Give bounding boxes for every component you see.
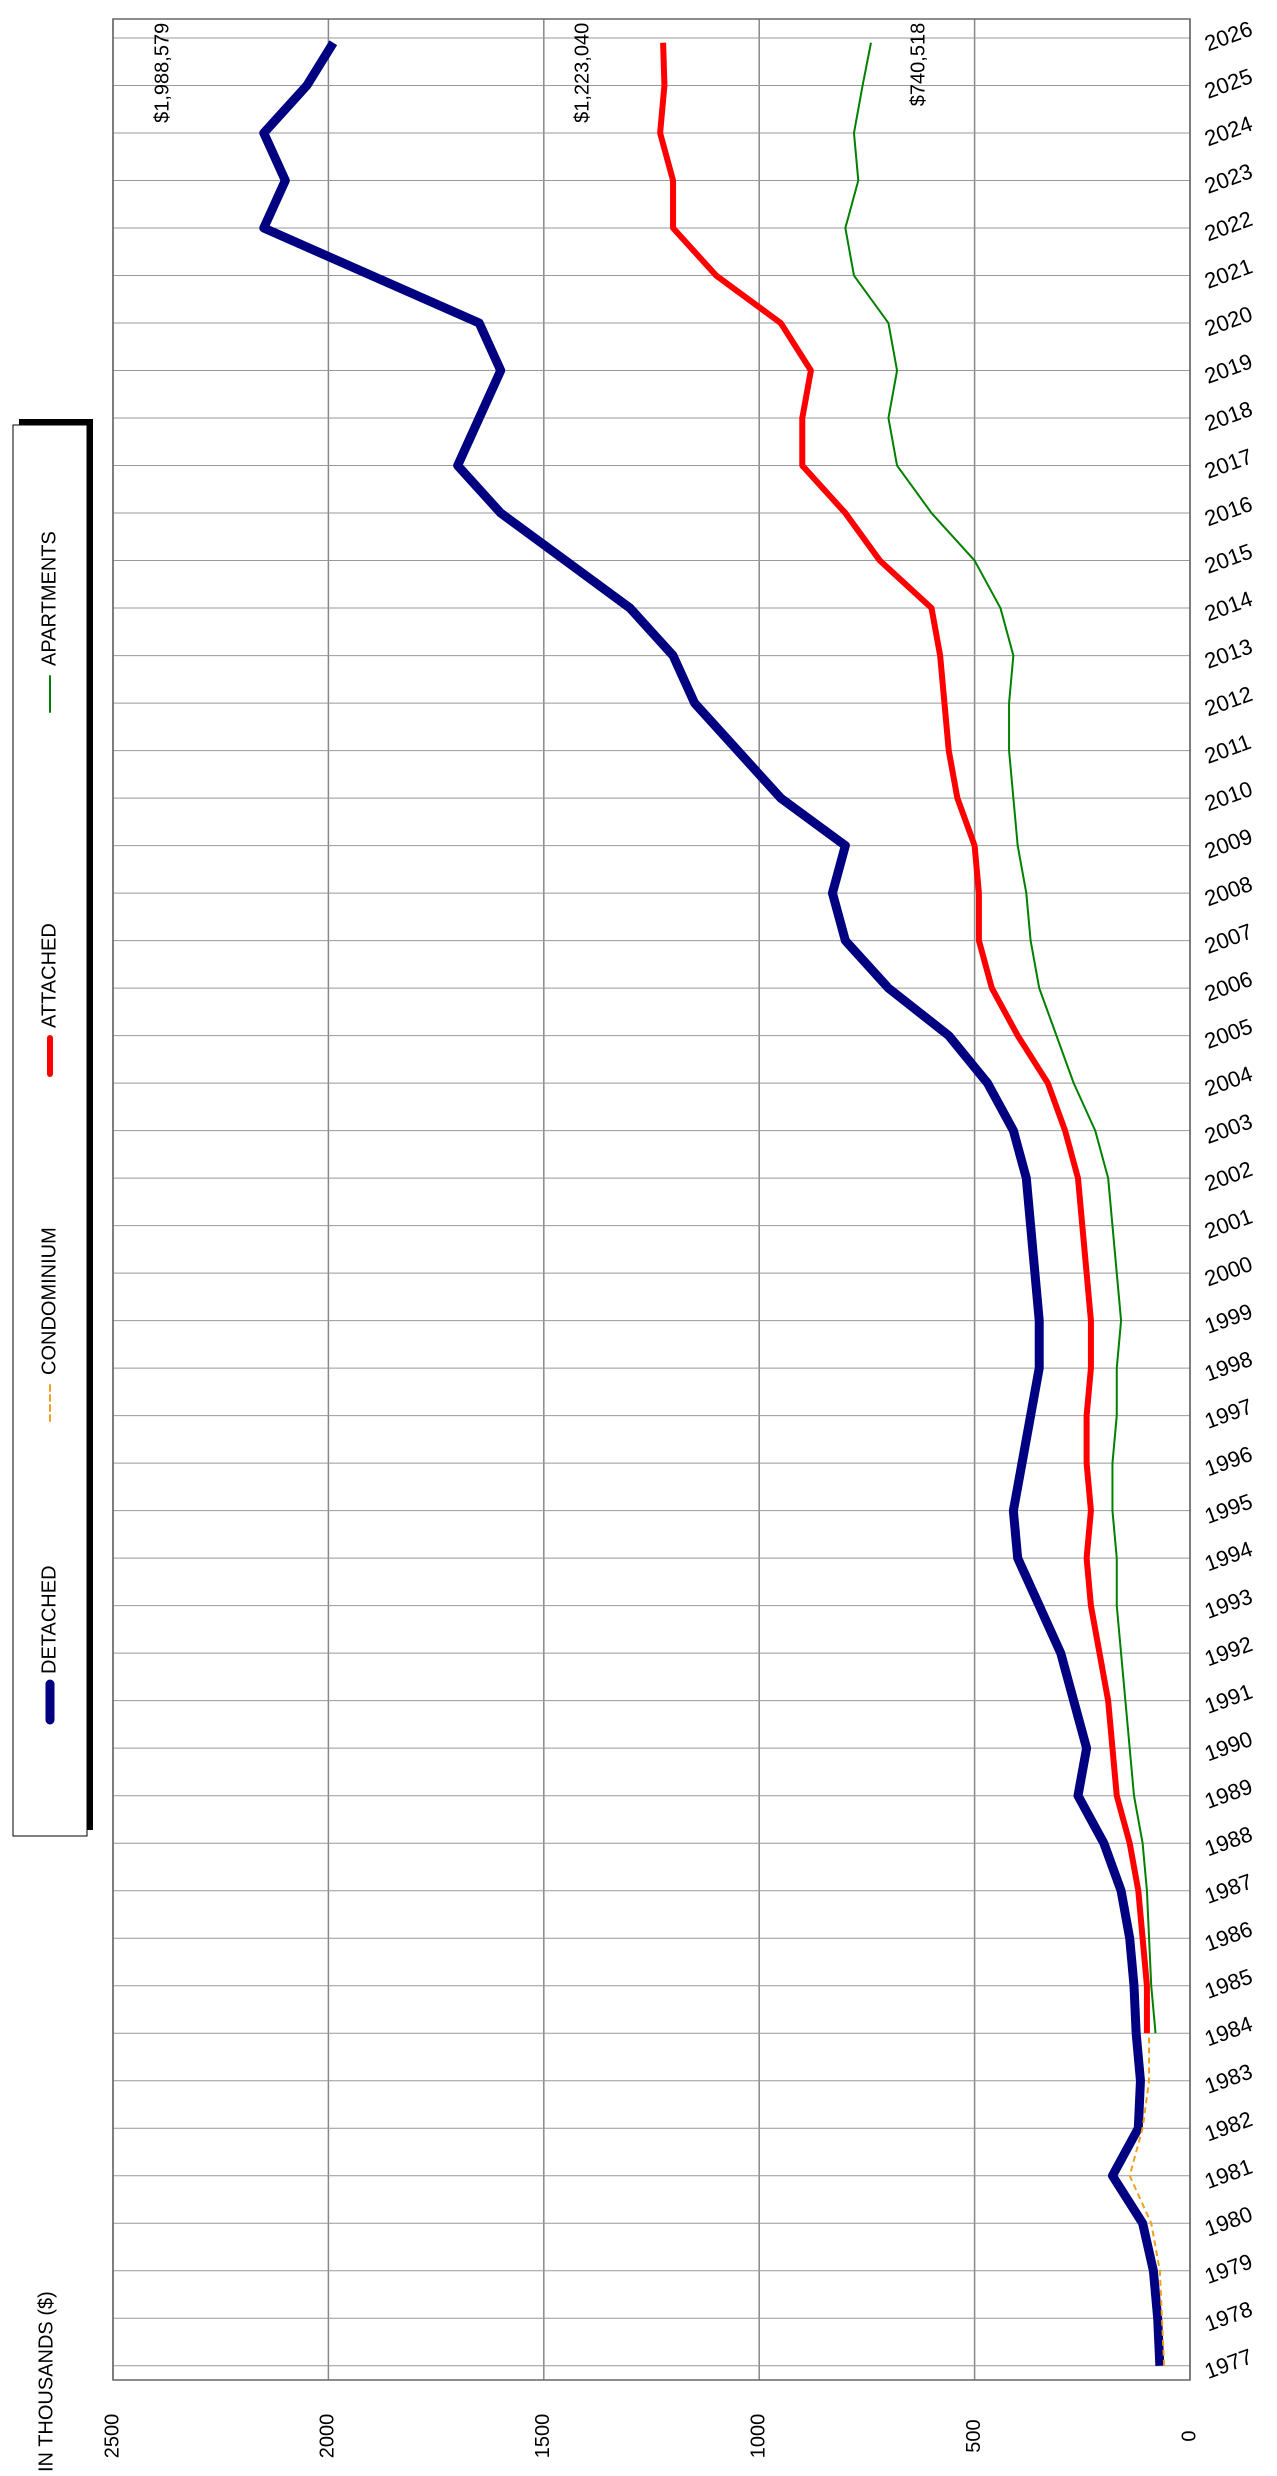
legend-box — [12, 424, 88, 1837]
series-line — [844, 42, 1157, 2034]
x-tick-label: 1985 — [1201, 1964, 1256, 2004]
x-tick-label: 2000 — [1201, 1251, 1256, 1291]
x-tick-label: 1995 — [1201, 1489, 1256, 1529]
x-tick-label: 2012 — [1201, 681, 1256, 721]
x-tick-label: 1979 — [1201, 2249, 1256, 2289]
x-tick-label: 2024 — [1201, 111, 1256, 151]
x-tick-label: 2001 — [1201, 1204, 1256, 1244]
x-tick-label: 1997 — [1201, 1394, 1256, 1434]
x-tick-label: 2013 — [1201, 633, 1256, 673]
x-tick-label: 2011 — [1201, 729, 1254, 769]
legend-label: CONDOMINIUM — [38, 1227, 60, 1375]
y-tick-label: 2000 — [317, 2414, 339, 2459]
value-label: $740,518 — [907, 23, 929, 106]
legend-label: DETACHED — [38, 1565, 60, 1674]
x-tick-label: 1978 — [1201, 2296, 1256, 2336]
value-label: $1,223,040 — [571, 23, 593, 123]
series-line — [1128, 2033, 1166, 2366]
series-line — [657, 42, 1150, 2034]
y-tick-label: 0 — [1178, 2430, 1200, 2441]
x-tick-label: 1988 — [1201, 1821, 1256, 1861]
x-tick-label: 1986 — [1201, 1916, 1256, 1956]
x-tick-label: 2010 — [1201, 776, 1256, 816]
x-tick-label: 2009 — [1201, 824, 1256, 864]
x-tick-label: 2006 — [1201, 966, 1256, 1006]
x-tick-label: 1999 — [1201, 1299, 1256, 1339]
x-tick-label: 2023 — [1201, 158, 1256, 198]
x-tick-label: 1982 — [1201, 2106, 1256, 2146]
x-tick-label: 1983 — [1201, 2059, 1256, 2099]
x-tick-label: 1994 — [1201, 1536, 1256, 1576]
x-tick-label: 2016 — [1201, 491, 1256, 531]
x-tick-label: 2008 — [1201, 871, 1256, 911]
y-tick-label: 500 — [963, 2419, 985, 2452]
x-tick-label: 2026 — [1201, 16, 1256, 56]
x-tick-label: 1987 — [1201, 1869, 1256, 1909]
y-tick-label: 1500 — [532, 2414, 554, 2459]
x-tick-label: 2022 — [1201, 206, 1256, 246]
x-tick-label: 1990 — [1201, 1726, 1256, 1766]
x-tick-label: 1992 — [1201, 1631, 1256, 1671]
x-tick-label: 1996 — [1201, 1441, 1256, 1481]
legend-label: ATTACHED — [38, 923, 60, 1028]
x-tick-label: 2007 — [1201, 919, 1256, 959]
x-tick-label: 1980 — [1201, 2201, 1256, 2241]
x-tick-label: 2025 — [1201, 63, 1256, 103]
x-tick-label: 2020 — [1201, 301, 1256, 341]
y-axis-label: IN THOUSANDS ($) — [35, 2291, 57, 2472]
x-tick-label: 2017 — [1201, 443, 1256, 483]
y-tick-label: 1000 — [747, 2414, 769, 2459]
x-tick-label: 2003 — [1201, 1109, 1256, 1149]
x-tick-label: 2014 — [1201, 586, 1256, 626]
plot-border — [112, 18, 1191, 2381]
legend: DETACHED CONDOMINIUM ATTACHED APARTMENTS — [12, 419, 93, 1837]
x-tick-label: 1984 — [1201, 2011, 1256, 2051]
legend-label: APARTMENTS — [38, 531, 60, 666]
x-tick-label: 2018 — [1201, 396, 1256, 436]
x-tick-label: 2005 — [1201, 1014, 1256, 1054]
x-tick-label: 2004 — [1201, 1061, 1256, 1101]
value-label: $1,988,579 — [152, 23, 174, 123]
x-tick-label: 2019 — [1201, 348, 1256, 388]
x-tick-label: 2002 — [1201, 1156, 1256, 1196]
x-tick-label: 2015 — [1201, 538, 1256, 578]
x-tick-label: 2021 — [1201, 253, 1256, 293]
chart-frame: IN THOUSANDS ($) 0 500 1000 1500 2000 2500 197… — [12, 16, 1256, 2472]
x-tick-label: 1993 — [1201, 1584, 1256, 1624]
x-tick-label: 1989 — [1201, 1774, 1256, 1814]
y-tick-label: 2500 — [101, 2414, 123, 2459]
series-line — [259, 40, 1165, 2366]
x-tick-label: 1981 — [1201, 2154, 1256, 2194]
x-tick-label: 1998 — [1201, 1346, 1256, 1386]
x-tick-label: 1991 — [1201, 1679, 1256, 1719]
x-tick-label: 1977 — [1201, 2344, 1256, 2384]
